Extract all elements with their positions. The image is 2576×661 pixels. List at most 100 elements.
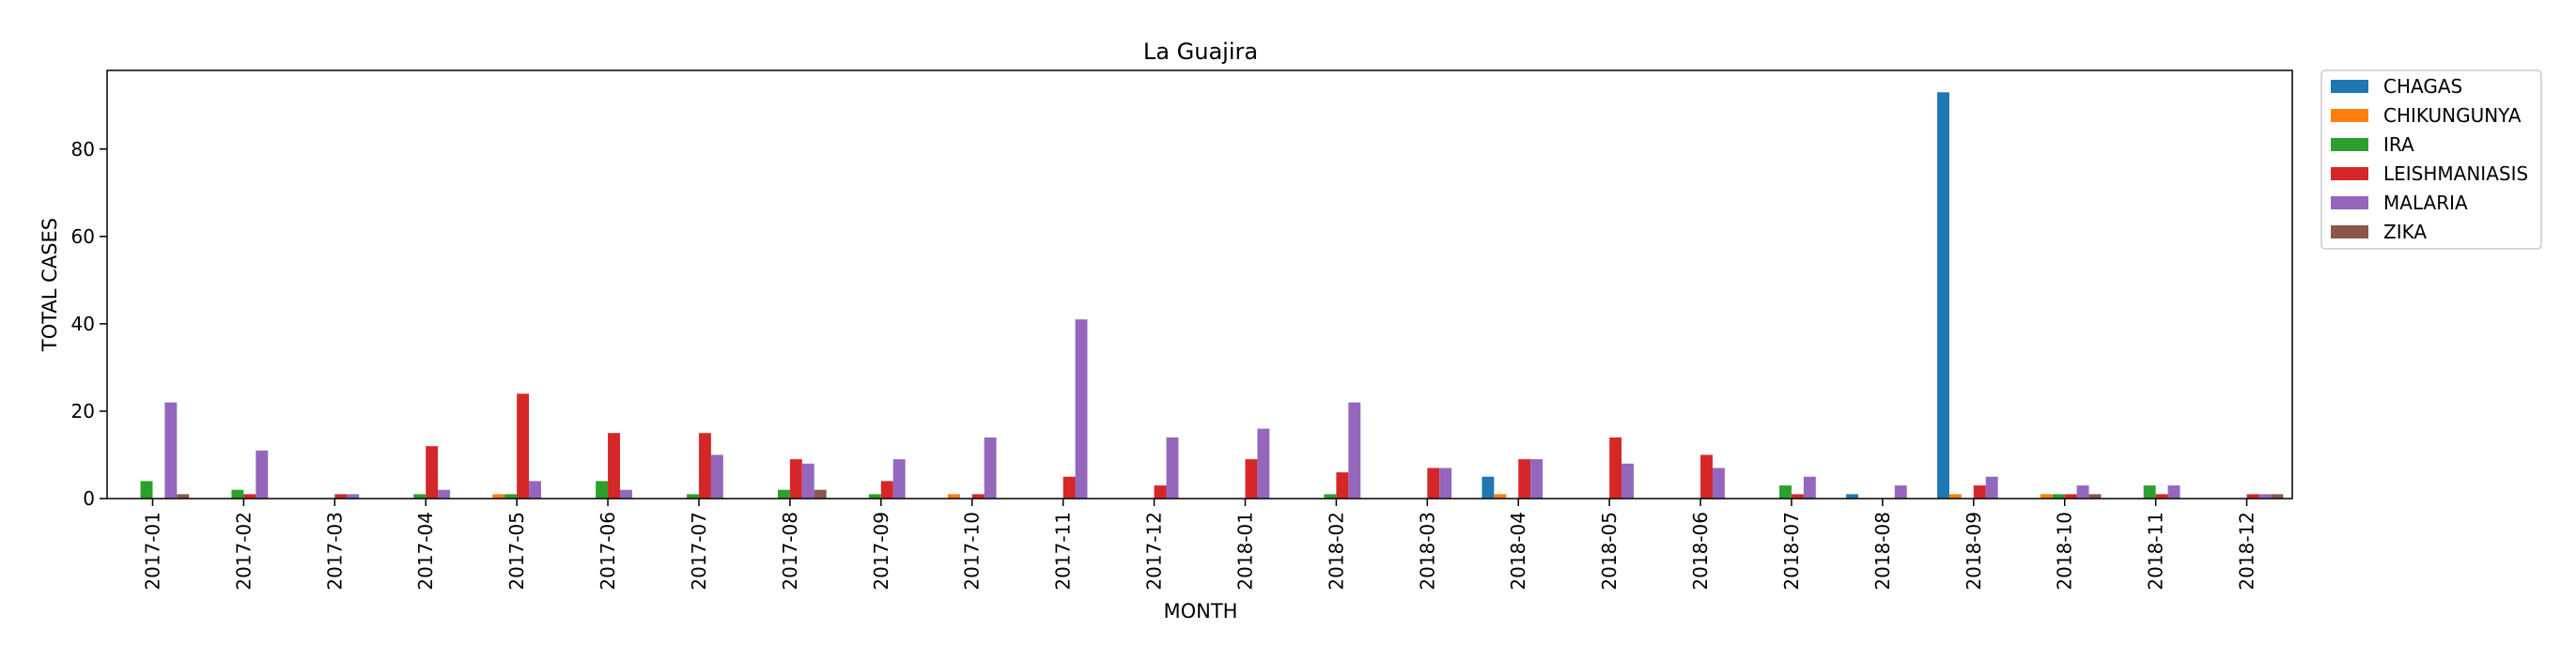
bar-leishmaniasis-2018-07 <box>1791 494 1804 499</box>
bar-zika-2018-12 <box>2271 494 2284 499</box>
bar-malaria-2018-06 <box>1712 468 1725 499</box>
bar-malaria-2017-04 <box>438 489 451 499</box>
bar-ira-2017-02 <box>231 489 244 499</box>
bar-ira-2017-06 <box>596 481 609 499</box>
y-tick-label: 80 <box>71 138 95 161</box>
bar-malaria-2017-03 <box>347 494 360 499</box>
x-tick-label: 2018-09 <box>1963 512 1985 591</box>
legend-swatch-ira <box>2331 138 2368 151</box>
x-tick-label: 2018-02 <box>1325 512 1347 591</box>
x-tick-label: 2017-09 <box>870 512 892 591</box>
bar-chikungunya-2017-05 <box>492 494 505 499</box>
bar-chikungunya-2018-09 <box>1948 494 1962 499</box>
bar-zika-2018-10 <box>2088 494 2102 499</box>
bar-leishmaniasis-2018-03 <box>1427 468 1440 499</box>
bar-chikungunya-2017-10 <box>947 494 960 499</box>
legend-swatch-zika <box>2331 225 2368 238</box>
y-tick-label: 60 <box>71 225 95 248</box>
x-axis-title: MONTH <box>1164 600 1238 623</box>
bar-leishmaniasis-2017-06 <box>608 433 620 499</box>
bar-leishmaniasis-2018-11 <box>2155 494 2168 499</box>
bar-leishmaniasis-2017-11 <box>1063 476 1076 499</box>
legend-swatch-chikungunya <box>2331 109 2368 122</box>
bar-leishmaniasis-2018-12 <box>2246 494 2259 499</box>
legend-label-ira: IRA <box>2383 133 2414 156</box>
bar-malaria-2017-12 <box>1166 437 1179 499</box>
bar-malaria-2018-08 <box>1894 485 1907 499</box>
bar-leishmaniasis-2018-09 <box>1973 485 1986 499</box>
bar-leishmaniasis-2017-07 <box>698 433 711 499</box>
x-tick-label: 2017-05 <box>505 512 528 591</box>
bar-malaria-2017-07 <box>710 454 723 499</box>
bar-ira-2018-02 <box>1324 494 1337 499</box>
x-tick-label: 2017-06 <box>597 512 619 591</box>
y-axis-title: TOTAL CASES <box>39 218 61 352</box>
bar-ira-2017-05 <box>504 494 518 499</box>
x-tick-label: 2018-03 <box>1416 512 1438 591</box>
x-tick-label: 2018-05 <box>1598 512 1621 591</box>
bar-leishmaniasis-2017-02 <box>243 494 256 499</box>
x-tick-label: 2018-10 <box>2054 512 2076 591</box>
bar-malaria-2018-02 <box>1348 402 1361 499</box>
bar-malaria-2018-03 <box>1439 468 1452 499</box>
legend-label-chikungunya: CHIKUNGUNYA <box>2383 104 2522 127</box>
legend-label-zika: ZIKA <box>2383 221 2427 243</box>
bar-leishmaniasis-2017-08 <box>789 459 802 499</box>
bar-leishmaniasis-2017-05 <box>517 393 530 499</box>
bar-leishmaniasis-2018-02 <box>1336 472 1349 499</box>
x-tick-label: 2017-12 <box>1143 512 1166 591</box>
bar-ira-2017-04 <box>413 494 427 499</box>
bar-chikungunya-2018-10 <box>2040 494 2053 499</box>
x-tick-label: 2018-01 <box>1234 512 1256 591</box>
y-tick-label: 0 <box>83 487 95 510</box>
bar-ira-2018-07 <box>1779 485 1792 499</box>
legend-label-leishmaniasis: LEISHMANIASIS <box>2383 162 2528 185</box>
bar-zika-2017-08 <box>814 489 827 499</box>
x-tick-label: 2017-04 <box>414 512 437 591</box>
bar-chikungunya-2018-04 <box>1494 494 1507 499</box>
x-tick-label: 2017-02 <box>232 512 255 591</box>
bar-malaria-2018-07 <box>1803 476 1816 499</box>
bar-ira-2018-11 <box>2143 485 2156 499</box>
plot-frame <box>106 69 2293 500</box>
bar-chagas-2018-04 <box>1482 476 1495 499</box>
y-tick-label: 20 <box>71 400 95 423</box>
bar-malaria-2017-11 <box>1075 319 1088 499</box>
x-tick-label: 2018-11 <box>2145 512 2167 591</box>
bar-leishmaniasis-2017-12 <box>1154 485 1167 499</box>
x-tick-label: 2017-11 <box>1052 512 1075 591</box>
bar-malaria-2018-05 <box>1622 463 1634 499</box>
bar-malaria-2017-10 <box>984 437 997 499</box>
bar-malaria-2018-04 <box>1530 459 1544 499</box>
bar-leishmaniasis-2018-05 <box>1609 437 1622 499</box>
x-tick-label: 2018-08 <box>1871 512 1894 591</box>
legend: CHAGAS CHIKUNGUNYA IRA LEISHMANIASIS MALARIA… <box>2320 69 2542 250</box>
x-tick-label: 2017-10 <box>961 512 984 591</box>
x-tick-label: 2017-08 <box>779 512 801 591</box>
bar-malaria-2017-08 <box>801 463 815 499</box>
bar-malaria-2017-05 <box>529 481 541 499</box>
bar-ira-2017-07 <box>687 494 699 499</box>
bar-ira-2017-01 <box>140 481 153 499</box>
bar-malaria-2018-10 <box>2076 485 2089 499</box>
bar-leishmaniasis-2018-10 <box>2064 494 2077 499</box>
bar-malaria-2017-02 <box>256 450 269 499</box>
bar-leishmaniasis-2017-03 <box>334 494 348 499</box>
legend-swatch-chagas <box>2331 80 2368 93</box>
chart-title: La Guajira <box>1143 38 1258 65</box>
bar-malaria-2018-11 <box>2167 485 2180 499</box>
bar-malaria-2017-01 <box>164 402 178 499</box>
x-tick-label: 2018-04 <box>1507 512 1529 591</box>
bar-malaria-2018-09 <box>1985 476 1998 499</box>
bar-malaria-2018-01 <box>1257 428 1270 499</box>
bar-leishmaniasis-2018-06 <box>1700 454 1713 499</box>
bar-malaria-2018-12 <box>2258 494 2272 499</box>
bar-leishmaniasis-2018-04 <box>1518 459 1531 499</box>
bar-leishmaniasis-2017-10 <box>971 494 985 499</box>
x-axis: 2017-01 2017-02 2017-03 2017-04 2017-05 2017-… <box>141 499 2258 591</box>
legend-label-chagas: CHAGAS <box>2383 75 2462 98</box>
bar-malaria-2017-09 <box>892 459 906 499</box>
bar-leishmaniasis-2018-01 <box>1245 459 1258 499</box>
bar-ira-2017-08 <box>777 489 790 499</box>
